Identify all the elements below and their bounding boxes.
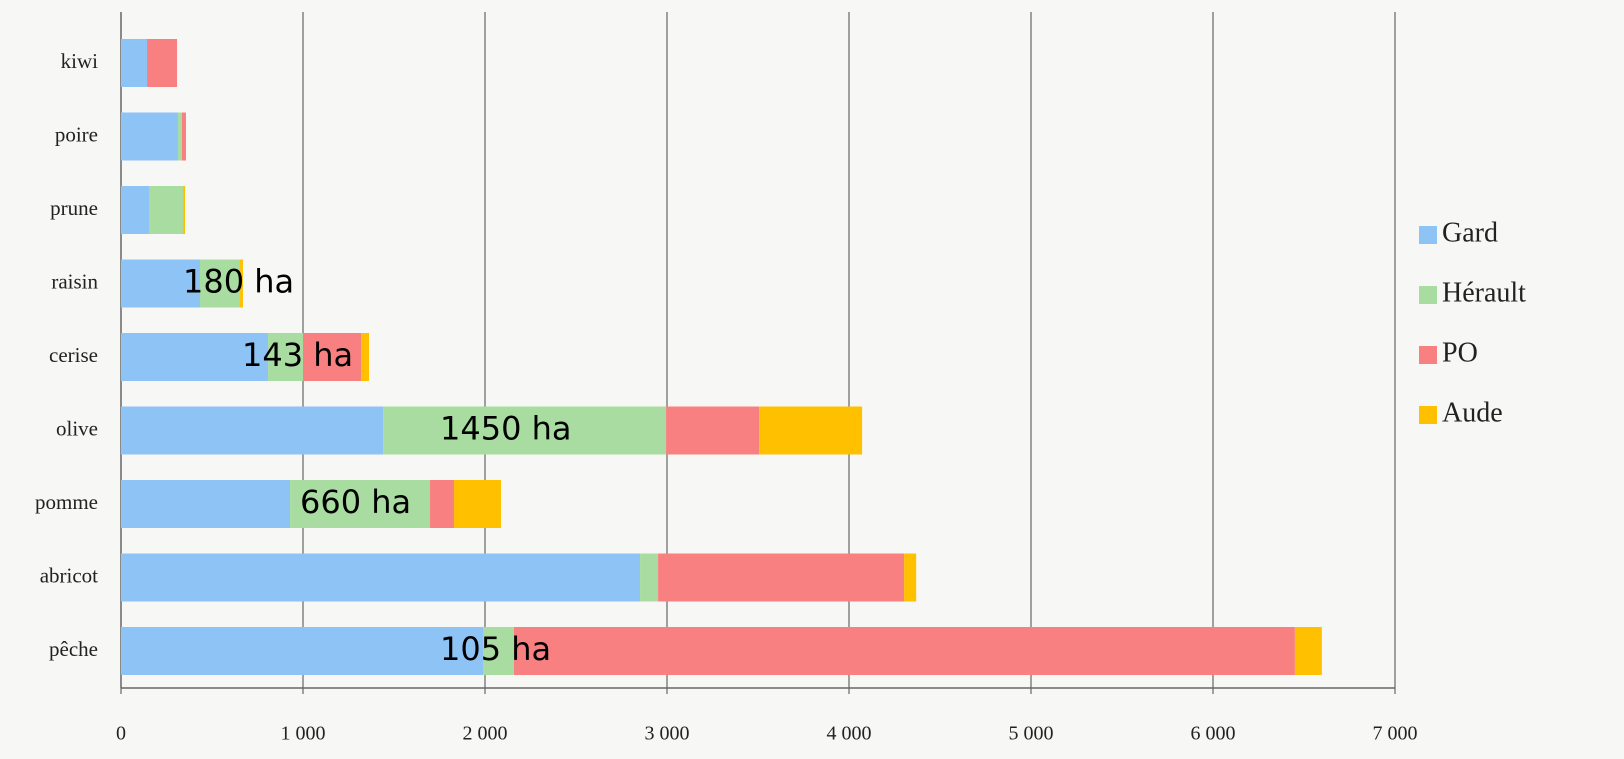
category-label: kiwi bbox=[61, 49, 99, 73]
bar-segment bbox=[482, 627, 514, 675]
bar-segment bbox=[121, 406, 384, 455]
legend-label: PO bbox=[1442, 337, 1478, 368]
x-tick-label: 4 000 bbox=[827, 723, 872, 745]
x-tick-label: 7 000 bbox=[1373, 723, 1418, 745]
category-label: raisin bbox=[51, 269, 98, 293]
category-label: poire bbox=[55, 122, 98, 146]
bar-segment bbox=[121, 333, 269, 381]
annotation: 660 ha bbox=[300, 483, 411, 521]
bar-segment bbox=[149, 186, 184, 234]
annotation: 180 ha bbox=[183, 263, 294, 301]
annotation: 143 ha bbox=[242, 336, 353, 374]
legend-label: Hérault bbox=[1442, 277, 1526, 308]
bar-segment bbox=[121, 186, 150, 234]
bar-segment bbox=[181, 112, 186, 161]
x-tick-label: 0 bbox=[116, 723, 126, 745]
bar-segment bbox=[177, 112, 182, 161]
bar-segment bbox=[290, 480, 431, 528]
bar-segment bbox=[268, 333, 303, 381]
x-tick-label: 5 000 bbox=[1009, 723, 1054, 745]
legend-swatch bbox=[1419, 406, 1437, 424]
category-label: pêche bbox=[49, 637, 98, 661]
legend-label: Gard bbox=[1442, 217, 1498, 248]
bar-segment bbox=[303, 333, 362, 381]
bar-segment bbox=[121, 553, 641, 602]
legend-label: Aude bbox=[1442, 397, 1503, 428]
bar-segment bbox=[1294, 627, 1322, 675]
category-label: olive bbox=[56, 416, 98, 440]
bar-segment bbox=[430, 480, 455, 528]
bar-segment bbox=[759, 406, 863, 455]
bar-segment bbox=[361, 333, 370, 381]
category-label: pomme bbox=[35, 490, 98, 514]
bar-segment bbox=[121, 480, 291, 528]
bar-segment bbox=[454, 480, 502, 528]
bar-segment bbox=[121, 112, 178, 161]
bar-segment bbox=[240, 259, 243, 308]
bar-segment bbox=[666, 406, 760, 455]
bar-segment bbox=[904, 553, 917, 602]
bar-segment bbox=[121, 39, 148, 87]
legend-swatch bbox=[1419, 226, 1437, 244]
category-label: cerise bbox=[49, 343, 98, 367]
x-tick-label: 2 000 bbox=[463, 723, 508, 745]
category-label: abricot bbox=[40, 563, 98, 587]
category-label: prune bbox=[50, 196, 98, 220]
legend-swatch bbox=[1419, 346, 1437, 364]
bar-segment bbox=[183, 186, 186, 234]
bar-segment bbox=[640, 553, 659, 602]
annotation: 1450 ha bbox=[440, 410, 572, 448]
bar-segment bbox=[513, 627, 1295, 675]
bar-segment bbox=[121, 259, 200, 308]
bar-segment bbox=[199, 259, 241, 308]
annotation: 105 ha bbox=[440, 630, 551, 668]
legend-swatch bbox=[1419, 286, 1437, 304]
bar-segment bbox=[147, 39, 178, 87]
bar-segment bbox=[121, 627, 483, 675]
bar-segment bbox=[658, 553, 905, 602]
x-tick-label: 3 000 bbox=[645, 723, 690, 745]
bar-segment bbox=[383, 406, 667, 455]
x-tick-label: 6 000 bbox=[1191, 723, 1236, 745]
x-tick-label: 1 000 bbox=[281, 723, 326, 745]
